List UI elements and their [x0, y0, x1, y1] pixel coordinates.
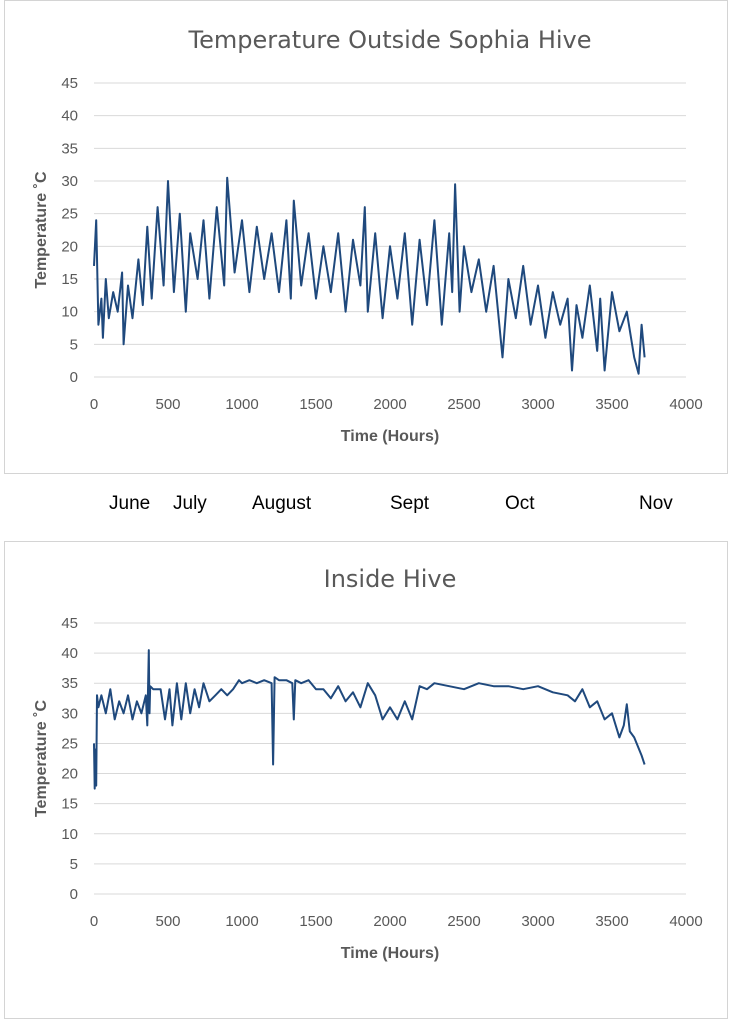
month-label-oct: Oct	[505, 493, 535, 514]
x-tick-label: 2000	[373, 396, 406, 413]
y-tick-label: 10	[61, 826, 78, 843]
y-axis-label: Temperature ˚C	[33, 700, 50, 818]
x-tick-label: 3500	[595, 396, 628, 413]
chart-inside-temperature: Inside Hive 0 5 10 15 20 25 30 35 40 45 0 500 1000 150…	[33, 565, 703, 962]
month-label-august: August	[252, 493, 312, 514]
x-tick-label: 2000	[373, 913, 406, 930]
chart-title: Inside Hive	[324, 565, 457, 593]
x-tick-label: 0	[90, 396, 98, 413]
chart-title: Temperature Outside Sophia Hive	[187, 26, 591, 54]
x-tick-label: 1000	[225, 396, 258, 413]
y-axis-label: Temperature ˚C	[33, 171, 50, 289]
y-tick-label: 25	[61, 206, 78, 223]
y-tick-label: 20	[61, 238, 78, 255]
series-line	[93, 649, 646, 790]
x-tick-label: 3000	[521, 396, 554, 413]
y-tick-label: 30	[61, 173, 78, 190]
x-tick-label: 4000	[669, 913, 702, 930]
y-tick-label: 35	[61, 675, 78, 692]
y-tick-label: 40	[61, 645, 78, 662]
y-tick-label: 35	[61, 140, 78, 157]
month-labels-row: June July August Sept Oct Nov	[0, 493, 732, 523]
y-tick-label: 5	[70, 856, 78, 873]
month-label-nov: Nov	[639, 493, 673, 514]
chart-outside-temperature: Temperature Outside Sophia Hive 0 5 10 15 20 2…	[33, 26, 703, 445]
month-label-sept: Sept	[390, 493, 430, 514]
series-line	[93, 176, 646, 375]
y-tick-label: 5	[70, 336, 78, 353]
y-tick-label: 45	[61, 615, 78, 632]
y-tick-label: 15	[61, 271, 78, 288]
y-tick-label: 40	[61, 108, 78, 125]
x-tick-label: 500	[155, 396, 180, 413]
x-tick-label: 3500	[595, 913, 628, 930]
x-tick-label: 0	[90, 913, 98, 930]
y-tick-label: 25	[61, 735, 78, 752]
month-label-june: June	[109, 493, 151, 514]
x-tick-label: 2500	[447, 913, 480, 930]
x-tick-label: 3000	[521, 913, 554, 930]
y-tick-label: 15	[61, 796, 78, 813]
y-tick-label: 45	[61, 75, 78, 92]
x-tick-label: 1500	[299, 396, 332, 413]
x-tick-label: 1000	[225, 913, 258, 930]
x-axis-label: Time (Hours)	[341, 428, 439, 445]
y-tick-label: 10	[61, 304, 78, 321]
month-label-july: July	[173, 493, 207, 514]
y-tick-label: 0	[70, 886, 78, 903]
y-tick-label: 0	[70, 369, 78, 386]
x-tick-label: 4000	[669, 396, 702, 413]
x-tick-label: 1500	[299, 913, 332, 930]
y-tick-label: 30	[61, 705, 78, 722]
x-axis-label: Time (Hours)	[341, 945, 439, 962]
chart-panel-inside	[4, 541, 728, 1019]
x-tick-label: 2500	[447, 396, 480, 413]
x-tick-label: 500	[155, 913, 180, 930]
y-tick-label: 20	[61, 766, 78, 783]
